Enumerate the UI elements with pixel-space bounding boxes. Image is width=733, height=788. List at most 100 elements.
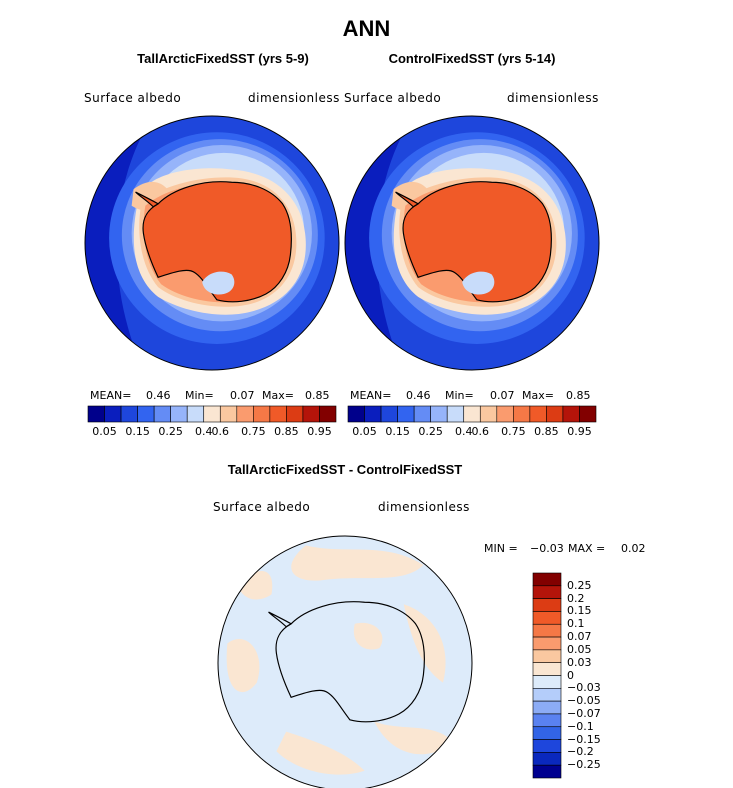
left-colorbar-swatch <box>253 405 271 423</box>
left-map-border <box>84 115 340 371</box>
difference-colorbar-swatch <box>532 611 562 625</box>
right-colorbar-swatch <box>413 405 431 423</box>
difference-colorbar-tick-label: 0.03 <box>567 655 592 669</box>
left-colorbar-tick-label: 0.75 <box>241 425 266 438</box>
left-colorbar-swatch <box>286 405 304 423</box>
difference-variable-label: Surface albedo <box>213 500 311 514</box>
difference-colorbar-swatch <box>532 752 562 766</box>
left-colorbar-tick-label: 0.15 <box>125 425 150 438</box>
page-title: ANN <box>342 16 391 41</box>
right-colorbar-swatch <box>513 405 531 423</box>
difference-colorbar-tick-label: −0.1 <box>567 719 594 733</box>
left-colorbar-tick-label: 0.05 <box>92 425 117 438</box>
left-colorbar-tick-label: 0.95 <box>307 425 332 438</box>
left-panel-title: TallArcticFixedSST (yrs 5-9) <box>137 51 309 66</box>
difference-colorbar-swatch <box>532 764 562 779</box>
difference-colorbar-swatch <box>532 700 562 715</box>
difference-colorbar-tick-label: 0.07 <box>567 630 592 644</box>
right-colorbar-tick-label: 0.25 <box>418 425 443 438</box>
right-colorbar-tick-label: 0.85 <box>534 425 559 438</box>
right-min-label: Min= <box>445 389 474 402</box>
difference-colorbar <box>532 572 562 779</box>
right-variable-label: Surface albedo <box>344 91 442 105</box>
right-colorbar-tick-label: 0.95 <box>567 425 592 438</box>
left-map <box>85 116 339 370</box>
difference-colorbar-tick-label: 0.05 <box>567 642 592 656</box>
right-colorbar-tick-label: 0.75 <box>501 425 526 438</box>
right-colorbar-swatch <box>479 405 498 423</box>
difference-colorbar-swatch <box>532 649 562 663</box>
difference-colorbar-tick-label: 0.1 <box>567 617 585 631</box>
right-colorbar <box>347 405 597 423</box>
left-colorbar-swatch <box>153 405 171 423</box>
difference-colorbar-swatch <box>532 598 562 612</box>
difference-colorbar-swatch <box>532 713 562 728</box>
right-colorbar-swatch <box>446 405 465 423</box>
difference-map-border <box>217 535 473 788</box>
right-panel-title: ControlFixedSST (yrs 5-14) <box>388 51 556 66</box>
right-colorbar-swatch <box>529 405 547 423</box>
right-map-border <box>344 115 600 371</box>
right-min-value: 0.07 <box>490 389 515 402</box>
difference-colorbar-swatch <box>532 675 562 689</box>
right-map <box>345 116 599 370</box>
left-min-value: 0.07 <box>230 389 255 402</box>
difference-max-label: MAX = <box>568 542 606 555</box>
difference-colorbar-tick-label: −0.15 <box>567 732 601 746</box>
right-max-value: 0.85 <box>566 389 591 402</box>
right-colorbar-swatch <box>430 405 448 423</box>
right-colorbar-swatch <box>364 405 382 423</box>
right-colorbar-tick-label: 0.15 <box>385 425 410 438</box>
left-colorbar-swatch <box>137 405 155 423</box>
right-colorbar-swatch <box>380 405 398 423</box>
right-max-label: Max= <box>522 389 554 402</box>
difference-colorbar-swatch <box>532 585 562 599</box>
right-colorbar-swatch <box>397 405 415 423</box>
right-colorbar-tick-label: 0.05 <box>352 425 377 438</box>
left-colorbar-swatch <box>203 405 221 423</box>
right-colorbar-swatch <box>562 405 580 423</box>
difference-colorbar-tick-label: −0.2 <box>567 745 594 759</box>
left-colorbar-tick-label: 0.6 <box>211 425 230 438</box>
difference-colorbar-swatch <box>532 636 562 651</box>
right-colorbar-swatch <box>496 405 514 423</box>
difference-units-label: dimensionless <box>378 500 470 514</box>
left-variable-label: Surface albedo <box>84 91 182 105</box>
difference-colorbar-tick-label: 0 <box>567 668 574 682</box>
left-colorbar-swatch <box>302 405 320 423</box>
difference-max-value: 0.02 <box>621 542 646 555</box>
difference-colorbar-tick-label: −0.07 <box>567 706 601 720</box>
right-colorbar-tick-label: 0.6 <box>471 425 490 438</box>
right-colorbar-tick-label: 0.4 <box>454 425 473 438</box>
difference-colorbar-swatch <box>532 623 562 638</box>
left-colorbar-swatch <box>170 405 188 423</box>
left-colorbar-tick-label: 0.85 <box>274 425 299 438</box>
left-colorbar-swatch <box>104 405 122 423</box>
difference-colorbar-swatch <box>532 662 562 676</box>
right-colorbar-swatch <box>546 405 564 423</box>
left-mean-value: 0.46 <box>146 389 171 402</box>
left-colorbar-swatch <box>87 405 105 423</box>
difference-colorbar-tick-label: 0.2 <box>567 591 585 605</box>
right-mean-value: 0.46 <box>406 389 431 402</box>
difference-colorbar-swatch <box>532 688 562 702</box>
difference-colorbar-tick-label: −0.03 <box>567 681 601 695</box>
left-min-label: Min= <box>185 389 214 402</box>
left-colorbar <box>87 405 337 423</box>
difference-colorbar-tick-label: −0.05 <box>567 694 601 708</box>
left-max-label: Max= <box>262 389 294 402</box>
difference-colorbar-tick-label: −0.25 <box>567 758 601 772</box>
difference-title: TallArcticFixedSST - ControlFixedSST <box>227 462 463 477</box>
left-colorbar-swatch <box>269 405 287 423</box>
left-colorbar-swatch <box>186 405 205 423</box>
difference-colorbar-tick-label: 0.15 <box>567 604 592 618</box>
left-colorbar-tick-label: 0.4 <box>194 425 213 438</box>
right-units-label: dimensionless <box>507 91 599 105</box>
difference-min-value: −0.03 <box>530 542 564 555</box>
left-colorbar-swatch <box>319 405 337 423</box>
left-colorbar-swatch <box>236 405 254 423</box>
right-mean-label: MEAN= <box>350 389 392 402</box>
difference-colorbar-tick-label: 0.25 <box>567 578 592 592</box>
left-colorbar-swatch <box>120 405 138 423</box>
